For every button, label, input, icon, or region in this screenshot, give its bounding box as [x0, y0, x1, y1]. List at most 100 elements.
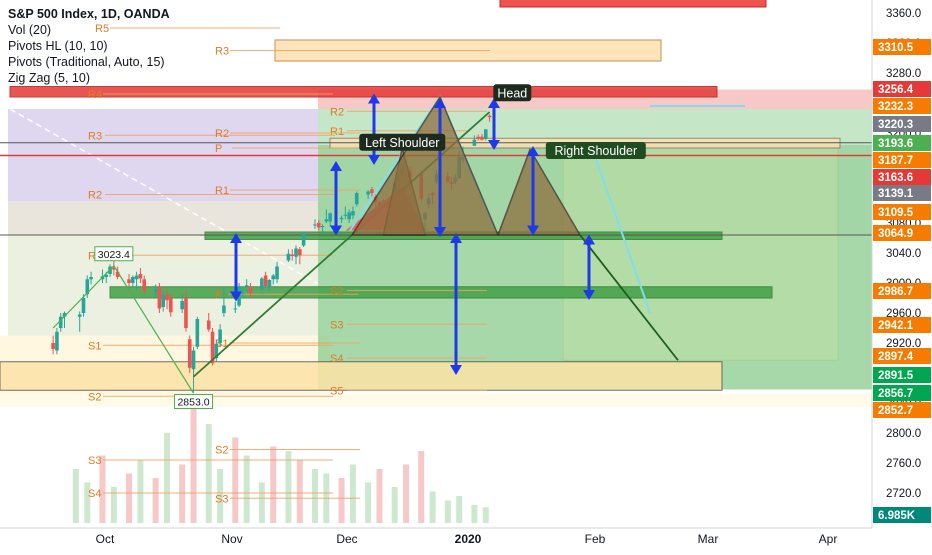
pivot-label-s3: S3	[215, 493, 228, 505]
zone-target-red-top	[499, 0, 767, 8]
x-tick-label-dec: Dec	[336, 532, 357, 546]
zone-resistance-red	[9, 86, 718, 98]
candle-body	[476, 136, 480, 139]
arrow-4-head-bottom	[434, 227, 446, 237]
price-badge-label: 3220.3	[878, 119, 913, 131]
candle-body	[77, 314, 82, 317]
volume-bar	[429, 491, 436, 523]
zone-projection-box	[562, 144, 839, 361]
candle-body	[316, 223, 321, 228]
legend-indicator-vol[interactable]: Vol (20)	[8, 23, 52, 37]
time-axis-background	[0, 528, 932, 550]
price-badge	[873, 116, 931, 132]
pivot-label-r2: R2	[88, 190, 102, 202]
price-badge	[873, 283, 931, 299]
volume-bar	[126, 473, 133, 523]
arrow-8-head-top	[583, 234, 595, 245]
candle-body	[241, 290, 245, 292]
pivot-label-r5: R5	[95, 23, 109, 35]
volume-bar	[99, 455, 106, 523]
price-badge-label: 6.985K	[878, 510, 916, 522]
volume-bar	[338, 478, 345, 523]
candle-body	[104, 274, 109, 277]
legend-indicator-pivots[interactable]: Pivots (Traditional, Auto, 15)	[8, 55, 165, 69]
price-badge	[873, 317, 931, 333]
candle-body	[343, 214, 348, 216]
legend-title: S&P 500 Index, 1D, OANDA	[8, 7, 170, 21]
candle-body	[275, 266, 279, 280]
candle-body	[153, 289, 158, 292]
volume-bar	[110, 487, 117, 523]
price-badge-label: 3256.4	[878, 84, 914, 96]
volume-bar	[482, 507, 489, 523]
candle-body	[301, 233, 306, 246]
y-tick-label: 2760.0	[886, 458, 921, 470]
volume-bar	[376, 469, 383, 523]
legend-indicator-pivots-hl[interactable]: Pivots HL (10, 10)	[8, 39, 108, 53]
candle-body	[168, 298, 173, 313]
projection-line	[579, 234, 679, 361]
volume-bar	[258, 482, 265, 523]
candle-body	[233, 308, 238, 310]
y-tick-label: 2800.0	[886, 428, 921, 440]
candle-body	[290, 254, 295, 256]
legend-indicator-zigzag[interactable]: Zig Zag (5, 10)	[8, 71, 90, 85]
pattern-label-bg	[545, 142, 646, 159]
price-badge	[873, 135, 931, 151]
candle-body	[324, 219, 329, 222]
x-tick-label-apr: Apr	[819, 532, 838, 546]
candle-body	[298, 249, 302, 256]
pattern-label-bg	[359, 133, 446, 151]
candle-body	[351, 211, 355, 216]
chart-legend: S&P 500 Index, 1D, OANDA Vol (20) Pivots…	[8, 6, 170, 86]
price-badge	[873, 169, 931, 185]
candle-body	[286, 253, 291, 261]
pivot-label-r2: R2	[215, 128, 229, 140]
candle-body	[55, 331, 59, 351]
price-badge-label: 3139.1	[878, 188, 914, 200]
price-badge-label: 3109.5	[878, 207, 914, 219]
volume-bar	[391, 487, 398, 523]
volume-bar	[444, 500, 451, 523]
zone-s2-light	[0, 394, 872, 407]
volume-bar	[232, 437, 239, 523]
volume-bar	[296, 460, 303, 523]
candle-body	[131, 277, 135, 283]
volume-bar	[205, 424, 212, 523]
candle-body	[320, 226, 325, 227]
candle-body	[180, 301, 184, 310]
volume-bar	[137, 460, 144, 523]
candle-body	[366, 191, 370, 195]
candle-body	[138, 274, 143, 279]
volume-bar	[84, 482, 91, 523]
candle-body	[134, 275, 139, 280]
head-and-shoulders-pattern: Head Left Shoulder Right Shoulder 3023.4 285…	[52, 84, 679, 409]
pivot-label-r2: R2	[330, 106, 344, 118]
pivot-label-s3: S3	[330, 319, 343, 331]
arrow-2-head-bottom	[330, 225, 342, 236]
pivot-label-r1: R1	[215, 185, 229, 197]
candle-body	[267, 280, 272, 287]
volume-bar	[365, 482, 372, 523]
pivot-label-r4: R4	[88, 89, 102, 101]
candle-body	[339, 217, 344, 220]
arrow-8-head-bottom	[583, 290, 595, 300]
price-badge-label: 3163.6	[878, 172, 913, 184]
candle-body	[112, 268, 116, 270]
cyan-projection-line	[595, 158, 651, 314]
time-axis: Oct Nov Dec 2020 Feb Mar Apr	[0, 527, 932, 550]
arrow-7-head-top	[527, 146, 539, 156]
pattern-label-right-shoulder: Right Shoulder	[554, 144, 637, 158]
candle-body	[244, 285, 249, 287]
arrow-7-head-bottom	[527, 225, 539, 236]
volume-bar	[163, 433, 170, 523]
x-tick-label-2020: 2020	[455, 532, 482, 546]
volume-bar	[418, 451, 425, 523]
arrow-1-head-bottom	[368, 155, 380, 165]
candle-body	[370, 189, 374, 193]
zone-bottom-tan	[0, 361, 723, 391]
head-triangle	[350, 95, 500, 236]
candle-body	[480, 136, 484, 140]
